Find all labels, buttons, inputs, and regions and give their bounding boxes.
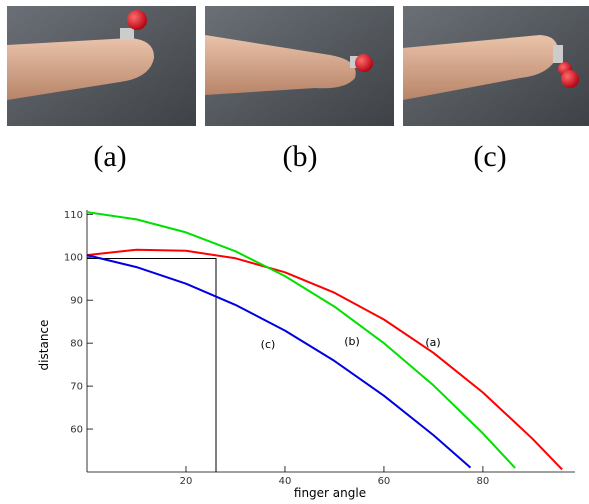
caption: (a) <box>93 140 126 173</box>
y-tick-label: 90 <box>70 296 83 307</box>
photo-c <box>403 6 589 126</box>
curve <box>87 255 471 468</box>
curve <box>87 250 562 470</box>
y-tick-label: 100 <box>64 253 83 264</box>
y-tick-label: 70 <box>70 382 83 393</box>
x-tick-label: 80 <box>477 476 490 487</box>
x-tick-label: 60 <box>378 476 391 487</box>
y-axis-label: distance <box>37 320 51 371</box>
caption: (b) <box>283 140 318 173</box>
annotation: (b) <box>344 335 360 348</box>
y-tick-label: 80 <box>70 339 83 350</box>
y-tick-label: 110 <box>64 210 83 221</box>
caption: (c) <box>473 140 506 173</box>
x-tick-label: 20 <box>180 476 193 487</box>
x-tick-label: 40 <box>279 476 292 487</box>
x-axis-label: finger angle <box>294 486 366 500</box>
y-tick-label: 60 <box>70 425 83 436</box>
photo-b <box>205 6 394 126</box>
reference-line <box>87 259 216 473</box>
annotation: (a) <box>425 336 440 349</box>
figure: (a) (b) (c) (c) (b) (a) finger angle dis… <box>0 0 589 504</box>
photo-a <box>7 6 196 126</box>
annotation: (c) <box>261 338 276 351</box>
